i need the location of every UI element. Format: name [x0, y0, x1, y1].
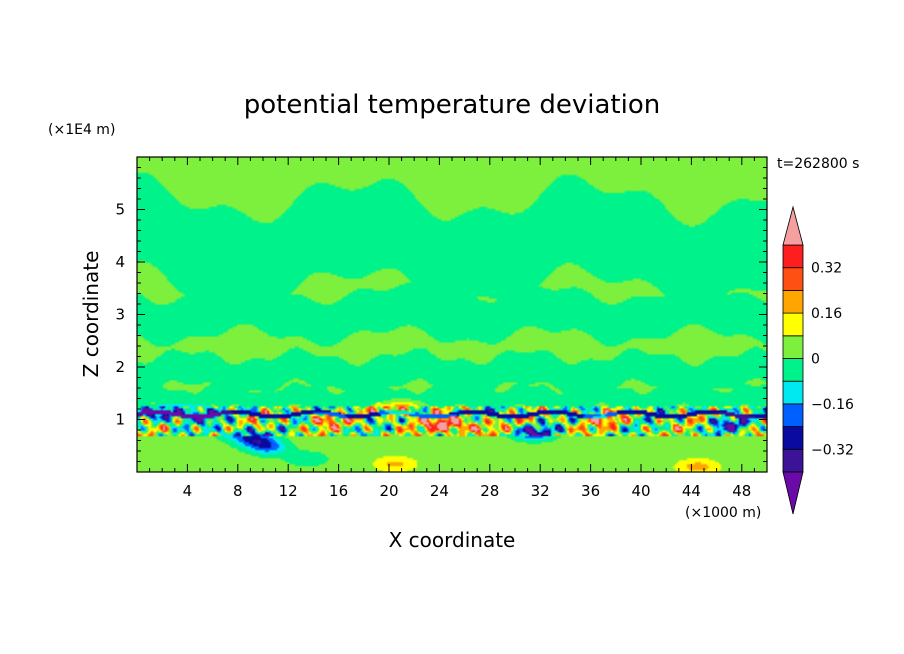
y-axis-label: Z coordinate [79, 251, 103, 378]
x-axis-label: X coordinate [389, 528, 516, 552]
x-tick-label: 16 [329, 482, 348, 500]
colorbar-swatch [782, 267, 804, 291]
colorbar-swatch [782, 244, 804, 269]
colorbar-swatch [782, 312, 804, 337]
colorbar-label: −0.16 [811, 397, 854, 413]
time-label: t=262800 s [777, 156, 859, 172]
y-tick-label: 3 [115, 306, 125, 324]
colorbar-top-arrow [782, 205, 804, 246]
x-tick-label: 32 [531, 482, 550, 500]
colorbar-label: −0.32 [811, 442, 854, 458]
chart-title: potential temperature deviation [244, 90, 660, 120]
x-tick-label: 4 [183, 482, 193, 500]
x-tick-label: 8 [233, 482, 243, 500]
y-tick-label: 4 [115, 253, 125, 271]
y-unit-label: (×1E4 m) [48, 122, 115, 138]
x-tick-label: 36 [581, 482, 600, 500]
x-unit-label: (×1000 m) [685, 505, 761, 521]
x-axis-ticks: 4 8 12 16 20 24 28 32 36 40 44 48 [149, 157, 755, 500]
colorbar-swatch [782, 335, 804, 359]
x-tick-label: 24 [430, 482, 449, 500]
x-tick-label: 28 [480, 482, 499, 500]
y-tick-label: 5 [115, 201, 125, 219]
colorbar-label: 0 [811, 352, 820, 368]
x-tick-label: 20 [379, 482, 398, 500]
colorbar-swatch [782, 403, 804, 427]
x-tick-label: 48 [732, 482, 751, 500]
y-tick-label: 2 [115, 358, 125, 376]
x-tick-label: 12 [279, 482, 298, 500]
x-tick-label: 40 [631, 482, 650, 500]
colorbar-bottom-arrow [782, 471, 804, 515]
y-axis-ticks: 1 2 3 4 5 [115, 167, 767, 462]
colorbar: 0.32 0.16 0 −0.16 −0.32 [782, 205, 854, 515]
colorbar-swatch [782, 448, 804, 473]
colorbar-label: 0.32 [811, 261, 842, 277]
colorbar-swatch [782, 289, 804, 314]
colorbar-swatch [782, 358, 804, 382]
contour-field [137, 157, 767, 472]
colorbar-swatch [782, 426, 804, 450]
y-tick-label: 1 [115, 411, 125, 429]
colorbar-label: 0.16 [811, 306, 842, 322]
x-tick-label: 44 [682, 482, 701, 500]
colorbar-swatch [782, 380, 804, 405]
